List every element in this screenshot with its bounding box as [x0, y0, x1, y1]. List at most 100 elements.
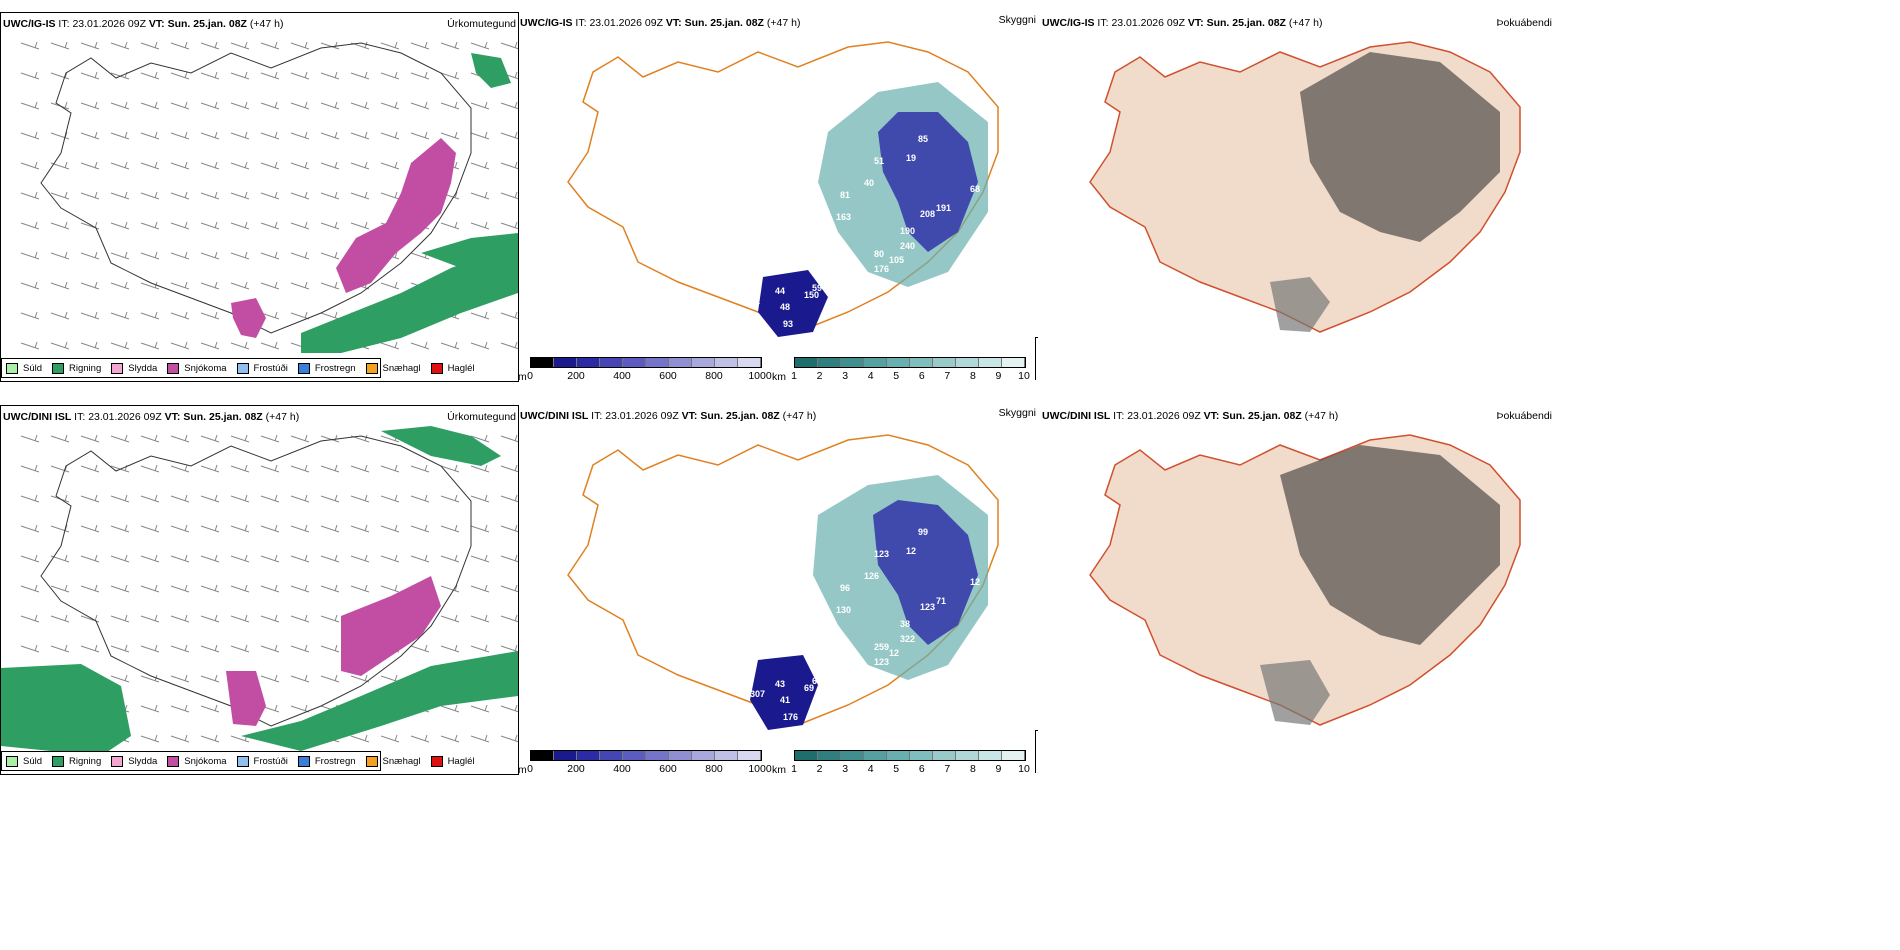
wind-barb	[230, 614, 250, 623]
wind-barb	[170, 341, 190, 350]
colorbar-bin	[887, 751, 910, 760]
wind-barb	[500, 464, 518, 473]
wind-barb	[500, 704, 518, 713]
colorbar-tick-label: 10	[1018, 370, 1030, 380]
cloud-base-label: 130	[836, 605, 851, 615]
wind-barb	[140, 524, 160, 533]
wind-barb	[20, 41, 40, 50]
wind-barb	[410, 734, 430, 743]
wind-barb	[440, 494, 460, 503]
wind-barb	[350, 131, 370, 140]
wind-barb	[500, 311, 518, 320]
wind-barb	[320, 41, 340, 50]
wind-barb	[320, 674, 340, 683]
colorbar-tick-label: 1000	[748, 763, 772, 773]
wind-barb	[50, 191, 70, 200]
colorbar-bin	[818, 751, 841, 760]
colorbar-bin	[979, 751, 1002, 760]
colorbar-bin	[1002, 358, 1025, 367]
wind-barb	[500, 584, 518, 593]
wind-barb	[230, 281, 250, 290]
colorbar-tick-label: 200	[567, 370, 585, 380]
colorbar-tick-label: 9	[995, 763, 1002, 773]
legend-label: Frostúði	[253, 362, 288, 374]
precip-type-legend: Súld Rigning Slydda Snjókoma Frostúði Frostre…	[1, 751, 475, 771]
cloud-base-label: 322	[900, 634, 915, 644]
wind-barb	[230, 131, 250, 140]
wind-barb	[320, 524, 340, 533]
cloud-base-label: 176	[874, 264, 889, 274]
wind-barb	[470, 614, 490, 623]
colorbar-tick-label: 5	[893, 370, 900, 380]
legend-swatch	[365, 362, 378, 374]
colorbar-tick-label: 3	[842, 763, 849, 773]
legend-label: Frostúði	[253, 755, 288, 767]
wind-barb	[140, 494, 160, 503]
wind-barb	[200, 221, 220, 230]
wind-barb	[170, 434, 190, 443]
wind-barb	[170, 191, 190, 200]
wind-barb	[20, 221, 40, 230]
wind-barb	[80, 131, 100, 140]
panel-header: UWC/IG-IS IT: 23.01.2026 09Z VT: Sun. 25…	[520, 17, 801, 29]
panel-title: Úrkomutegund	[447, 18, 516, 30]
wind-barb	[170, 644, 190, 653]
wind-barb	[320, 311, 340, 320]
wind-barb	[260, 341, 280, 350]
cloud-base-label: 105	[889, 255, 904, 265]
legend-item: Frostregn	[297, 755, 356, 767]
wind-barb	[380, 131, 400, 140]
wind-barb	[20, 464, 40, 473]
wind-barb	[470, 494, 490, 503]
wind-barb	[290, 524, 310, 533]
wind-barb	[470, 341, 490, 350]
wind-barb	[470, 41, 490, 50]
legend-swatch	[167, 362, 180, 374]
wind-barb	[140, 311, 160, 320]
wind-barb	[470, 101, 490, 110]
wind-barb	[470, 191, 490, 200]
legend-item: Rigning	[52, 362, 101, 374]
colorbar-unit: m	[518, 371, 527, 380]
wind-barb	[440, 704, 460, 713]
wind-barb	[170, 554, 190, 563]
wind-barb	[20, 161, 40, 170]
wind-barb	[140, 101, 160, 110]
wind-barb	[470, 524, 490, 533]
wind-barb	[140, 644, 160, 653]
fog-indicator-panel-top: UWC/IG-IS IT: 23.01.2026 09Z VT: Sun. 25…	[1040, 12, 1560, 380]
wind-barb	[230, 584, 250, 593]
wind-barb	[50, 341, 70, 350]
wind-barb	[230, 554, 250, 563]
wind-barb	[230, 341, 250, 350]
colorbar-bin	[956, 751, 979, 760]
wind-barb	[470, 434, 490, 443]
wind-barb	[200, 311, 220, 320]
wind-barb	[110, 674, 130, 683]
colorbar-tick-label: 10	[1018, 763, 1030, 773]
legend-swatch	[111, 755, 124, 767]
colorbar-tick-label: 5	[893, 763, 900, 773]
wind-barb	[350, 191, 370, 200]
legend-item: Súld	[6, 362, 42, 374]
panel-header: UWC/IG-IS IT: 23.01.2026 09Z VT: Sun. 25…	[3, 18, 284, 30]
legend-item: Rigning	[52, 755, 101, 767]
wind-barb	[80, 464, 100, 473]
colorbar-bin	[554, 751, 577, 760]
wind-barb	[470, 311, 490, 320]
cloud-base-label: 123	[874, 657, 889, 667]
wind-barb	[80, 644, 100, 653]
wind-barb	[260, 131, 280, 140]
wind-barb	[290, 674, 310, 683]
colorbar-strip	[530, 750, 762, 761]
wind-barb	[500, 434, 518, 443]
colorbar-bin	[841, 358, 864, 367]
panel-header: UWC/IG-IS IT: 23.01.2026 09Z VT: Sun. 25…	[1042, 17, 1323, 29]
wind-barb	[440, 101, 460, 110]
wind-barb	[500, 524, 518, 533]
wind-barb	[500, 644, 518, 653]
wind-barb	[410, 554, 430, 563]
wind-barb	[200, 494, 220, 503]
wind-barb	[350, 464, 370, 473]
wind-barb	[200, 524, 220, 533]
